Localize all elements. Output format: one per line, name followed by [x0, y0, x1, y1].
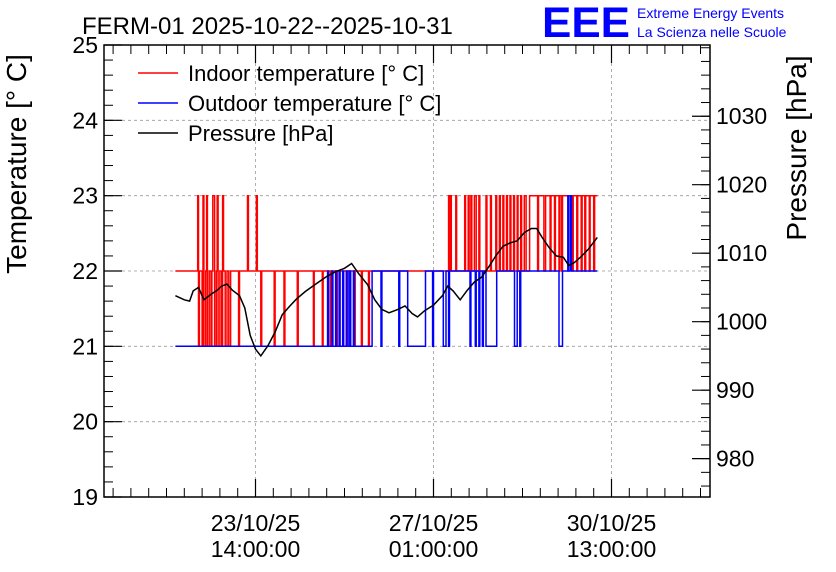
eee-logo-line2: La Scienza nelle Scuole	[637, 24, 787, 40]
axis-ticks: 19 20 21 22 23 24 25 980 990 1000 1010 1020 1030 23/1…	[72, 32, 767, 562]
y-tick-label: 23	[72, 183, 98, 209]
series-line-outdoor-temperature	[175, 194, 598, 348]
legend: Indoor temperature [° C] Outdoor tempera…	[138, 61, 441, 146]
y2-axis-label: Pressure [hPa]	[781, 55, 812, 240]
eee-logo-mark: EEE	[542, 0, 630, 47]
y2-tick-label: 990	[716, 377, 754, 403]
x-tick-label-time: 13:00:00	[567, 536, 657, 562]
y-tick-label: 19	[72, 484, 98, 510]
y-tick-label: 22	[72, 258, 98, 284]
y2-tick-label: 980	[716, 446, 754, 472]
x-tick-label-date: 30/10/25	[567, 510, 657, 536]
x-tick-label-date: 27/10/25	[389, 510, 479, 536]
x-tick-label-time: 01:00:00	[389, 536, 479, 562]
y2-tick-label: 1020	[716, 172, 767, 198]
legend-label-outdoor: Outdoor temperature [° C]	[188, 91, 441, 116]
legend-label-pressure: Pressure [hPa]	[188, 121, 334, 146]
legend-label-indoor: Indoor temperature [° C]	[188, 61, 424, 86]
y-axis-label: Temperature [° C]	[1, 54, 32, 274]
y-tick-label: 24	[72, 107, 98, 133]
eee-logo-line1: Extreme Energy Events	[637, 5, 784, 21]
y2-tick-label: 1030	[716, 103, 767, 129]
y-tick-label: 25	[72, 32, 98, 58]
y2-tick-label: 1010	[716, 240, 767, 266]
y-tick-label: 21	[72, 333, 98, 359]
x-tick-label-time: 14:00:00	[211, 536, 301, 562]
y2-tick-label: 1000	[716, 309, 767, 335]
eee-logo: EEE Extreme Energy Events La Scienza nel…	[542, 0, 787, 47]
series-group	[175, 194, 598, 358]
x-tick-label-date: 23/10/25	[211, 510, 301, 536]
series-line-pressure	[175, 227, 598, 358]
chart-title: FERM-01 2025-10-22--2025-10-31	[82, 13, 453, 40]
y-tick-label: 20	[72, 409, 98, 435]
